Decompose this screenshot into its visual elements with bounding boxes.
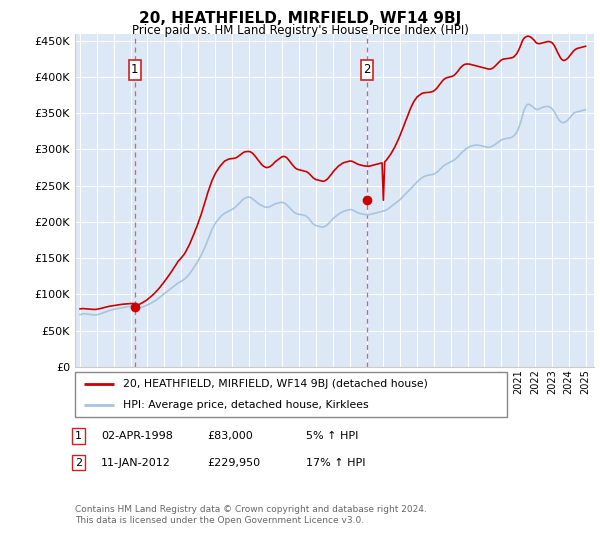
Text: 17% ↑ HPI: 17% ↑ HPI bbox=[306, 458, 365, 468]
FancyBboxPatch shape bbox=[75, 372, 507, 417]
Text: £83,000: £83,000 bbox=[207, 431, 253, 441]
FancyBboxPatch shape bbox=[361, 60, 373, 80]
FancyBboxPatch shape bbox=[129, 60, 141, 80]
Text: HPI: Average price, detached house, Kirklees: HPI: Average price, detached house, Kirk… bbox=[122, 400, 368, 410]
Text: £229,950: £229,950 bbox=[207, 458, 260, 468]
Text: 11-JAN-2012: 11-JAN-2012 bbox=[101, 458, 170, 468]
Text: Price paid vs. HM Land Registry's House Price Index (HPI): Price paid vs. HM Land Registry's House … bbox=[131, 24, 469, 36]
Text: 1: 1 bbox=[75, 431, 82, 441]
Text: 2: 2 bbox=[364, 63, 371, 76]
Text: 5% ↑ HPI: 5% ↑ HPI bbox=[306, 431, 358, 441]
Text: 20, HEATHFIELD, MIRFIELD, WF14 9BJ: 20, HEATHFIELD, MIRFIELD, WF14 9BJ bbox=[139, 11, 461, 26]
Text: 02-APR-1998: 02-APR-1998 bbox=[101, 431, 173, 441]
Text: 1: 1 bbox=[131, 63, 139, 76]
Text: 20, HEATHFIELD, MIRFIELD, WF14 9BJ (detached house): 20, HEATHFIELD, MIRFIELD, WF14 9BJ (deta… bbox=[122, 380, 427, 390]
Text: Contains HM Land Registry data © Crown copyright and database right 2024.
This d: Contains HM Land Registry data © Crown c… bbox=[75, 505, 427, 525]
Text: 2: 2 bbox=[75, 458, 82, 468]
